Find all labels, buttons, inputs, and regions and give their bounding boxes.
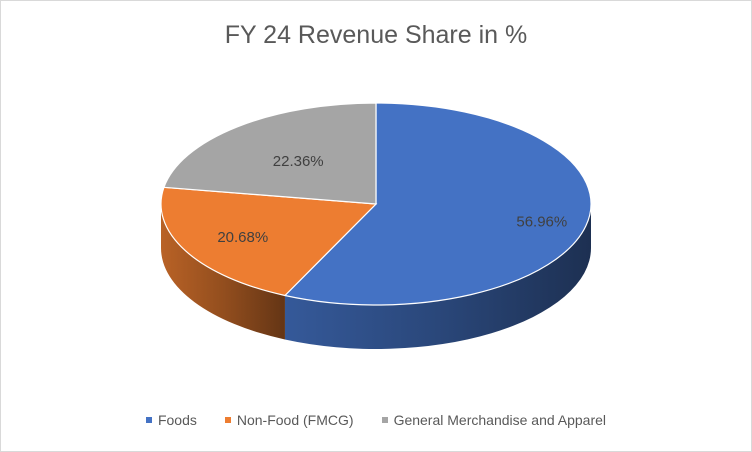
pie-slice-non-food: [160, 186, 378, 297]
legend-label-foods: Foods: [157, 412, 197, 428]
legend: Foods Non-Food (FMCG) General Merchandis…: [1, 412, 751, 428]
pie-top-faces: [160, 102, 592, 306]
pie-slice-general-merchandise: [163, 102, 377, 205]
pie-side-foods: [284, 204, 591, 349]
legend-swatch-foods: [145, 417, 152, 423]
legend-label-non-food: Non-Food (FMCG): [236, 412, 354, 428]
legend-item-non-food: Non-Food (FMCG): [224, 412, 354, 428]
legend-item-general-merchandise: General Merchandise and Apparel: [381, 412, 607, 428]
data-label-foods: 56.96%: [516, 213, 567, 230]
data-label-non-food: 20.68%: [217, 229, 268, 246]
pie-side-non-food: [161, 204, 285, 340]
legend-swatch-general-merchandise: [381, 417, 388, 423]
data-labels: 56.96% 20.68% 22.36%: [217, 153, 567, 246]
legend-label-general-merchandise: General Merchandise and Apparel: [393, 412, 607, 428]
chart-title: FY 24 Revenue Share in %: [224, 21, 528, 49]
pie-slice-foods: [283, 102, 592, 306]
data-label-general-merchandise: 22.36%: [273, 153, 324, 170]
legend-item-foods: Foods: [145, 412, 197, 428]
legend-swatch-non-food: [224, 417, 231, 423]
